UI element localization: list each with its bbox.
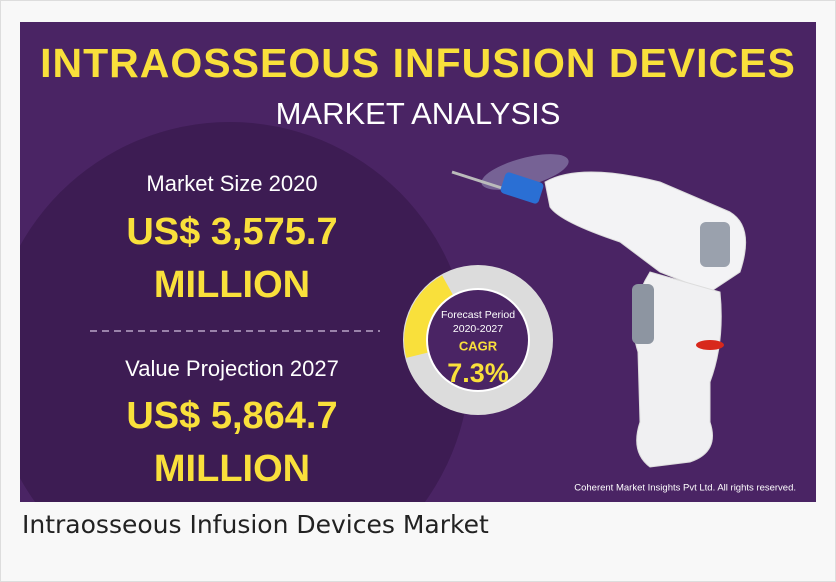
subtitle: MARKET ANALYSIS (276, 96, 561, 131)
stat-label: Value Projection 2027 (125, 356, 339, 381)
title: INTRAOSSEOUS INFUSION DEVICES (40, 40, 796, 86)
stat-unit: MILLION (154, 264, 310, 306)
credit: Coherent Market Insights Pvt Ltd. All ri… (574, 483, 796, 494)
infographic: INTRAOSSEOUS INFUSION DEVICES MARKET ANA… (20, 22, 816, 502)
cagr-value: 7.3% (447, 358, 509, 388)
stat-value: US$ 5,864.7 (126, 395, 337, 437)
page: INTRAOSSEOUS INFUSION DEVICES MARKET ANA… (0, 0, 836, 582)
stat-label: Market Size 2020 (146, 171, 317, 196)
cagr-label: CAGR (459, 338, 498, 353)
forecast-label: Forecast Period (441, 309, 515, 321)
forecast-years: 2020-2027 (453, 323, 503, 335)
stat-value: US$ 3,575.7 (126, 211, 337, 253)
stat-unit: MILLION (154, 448, 310, 490)
caption: Intraosseous Infusion Devices Market (22, 510, 489, 539)
